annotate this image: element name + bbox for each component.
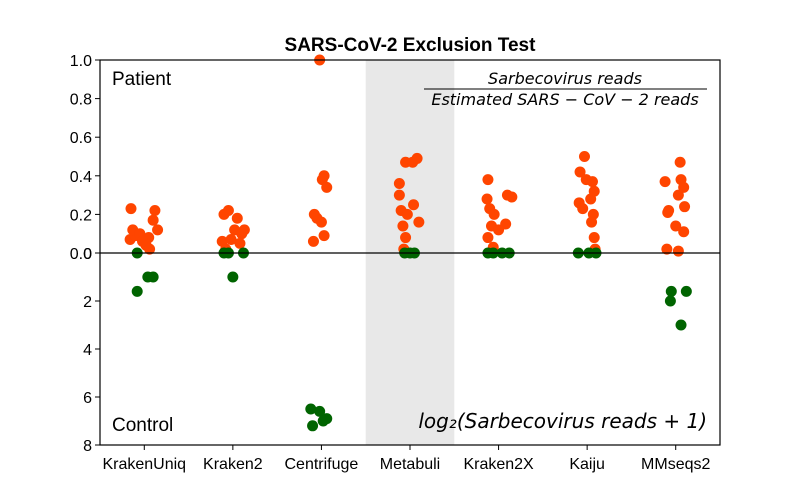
patient-point — [393, 178, 405, 190]
control-point — [305, 403, 317, 415]
control-point — [664, 295, 676, 307]
patient-point — [577, 203, 589, 215]
patient-point — [481, 193, 493, 205]
x-tick-label: Metabuli — [380, 456, 440, 473]
y-tick-label-top: 0.8 — [70, 92, 92, 109]
patient-point — [408, 199, 420, 211]
control-point — [147, 271, 159, 283]
patient-point — [234, 237, 246, 249]
y-tick-label-top: 0.0 — [70, 246, 92, 263]
patient-point — [397, 220, 409, 232]
y-tick-label-top: 1.0 — [70, 53, 92, 70]
patient-point — [674, 156, 686, 168]
x-tick-label: Kraken2 — [203, 456, 263, 473]
patient-point — [670, 220, 682, 232]
control-point — [314, 405, 326, 417]
patient-point — [506, 191, 518, 203]
patient-point — [147, 214, 159, 226]
plot-frame — [99, 59, 721, 446]
patient-point — [144, 243, 156, 255]
control-formula: log₂(Sarbecovirus reads + 1) — [418, 409, 707, 433]
control-point — [317, 415, 329, 427]
patient-point — [231, 212, 243, 224]
patient-point — [662, 206, 674, 218]
y-tick-label-top: 0.4 — [70, 169, 92, 186]
x-tick-label: KrakenUniq — [102, 456, 186, 473]
y-tick-label-top: 0.6 — [70, 130, 92, 147]
data-points — [124, 54, 692, 432]
patient-point — [152, 224, 164, 236]
patient-point — [318, 230, 330, 242]
control-point — [665, 285, 677, 297]
patient-point — [586, 216, 598, 228]
control-point — [675, 319, 687, 331]
patient-formula-numerator: Sarbecovirus reads — [488, 69, 642, 88]
y-axis-ticks: 0.0 0.2 0.4 0.6 0.8 1.0 0 2 4 6 8 — [70, 53, 100, 455]
x-tick-label: Centrifuge — [285, 456, 359, 473]
patient-label: Patient — [112, 69, 172, 90]
y-tick-label-bottom: 2 — [83, 294, 92, 311]
patient-point — [401, 208, 413, 220]
y-tick-label-bottom: 0 — [83, 246, 92, 263]
chart-title: SARS-CoV-2 Exclusion Test — [285, 35, 537, 56]
x-tick-label: Kraken2X — [463, 456, 534, 473]
patient-point — [661, 243, 673, 255]
patient-point — [225, 233, 237, 245]
y-tick-label-top: 0.2 — [70, 207, 92, 224]
patient-point — [678, 181, 690, 193]
patient-point — [488, 208, 500, 220]
patient-point — [400, 232, 412, 244]
patient-point — [236, 228, 248, 240]
patient-point — [149, 205, 161, 217]
patient-point — [482, 232, 494, 244]
patient-formula-denominator: Estimated SARS − CoV − 2 reads — [431, 90, 698, 109]
patient-point — [578, 151, 590, 162]
patient-point — [321, 181, 333, 193]
control-point — [307, 420, 319, 432]
patient-point — [413, 216, 425, 228]
control-point — [680, 285, 692, 297]
x-tick-label: Kaiju — [569, 456, 605, 473]
control-label: Control — [112, 415, 173, 436]
patient-point — [586, 176, 598, 188]
patient-point — [307, 235, 319, 247]
patient-point — [679, 201, 691, 213]
patient-point — [125, 203, 137, 215]
x-axis-ticks: KrakenUniq Kraken2 Centrifuge Metabuli Krake… — [102, 445, 710, 473]
patient-point — [588, 232, 600, 244]
patient-point — [137, 235, 149, 247]
patient-point — [678, 226, 690, 238]
patient-point — [493, 224, 505, 236]
patient-point — [315, 216, 327, 228]
patient-point — [574, 166, 586, 178]
patient-point — [393, 189, 405, 201]
patient-point — [482, 174, 494, 186]
patient-point — [222, 205, 234, 217]
patient-point — [672, 189, 684, 201]
control-point — [131, 285, 143, 297]
y-tick-label-bottom: 6 — [83, 390, 92, 407]
y-tick-label-bottom: 8 — [83, 438, 92, 455]
patient-point — [672, 245, 684, 257]
x-tick-label: MMseqs2 — [641, 456, 710, 473]
patient-point — [659, 176, 671, 188]
patient-point — [585, 193, 597, 205]
control-point — [227, 271, 239, 283]
y-tick-label-bottom: 4 — [83, 342, 92, 359]
patient-point — [411, 152, 423, 164]
